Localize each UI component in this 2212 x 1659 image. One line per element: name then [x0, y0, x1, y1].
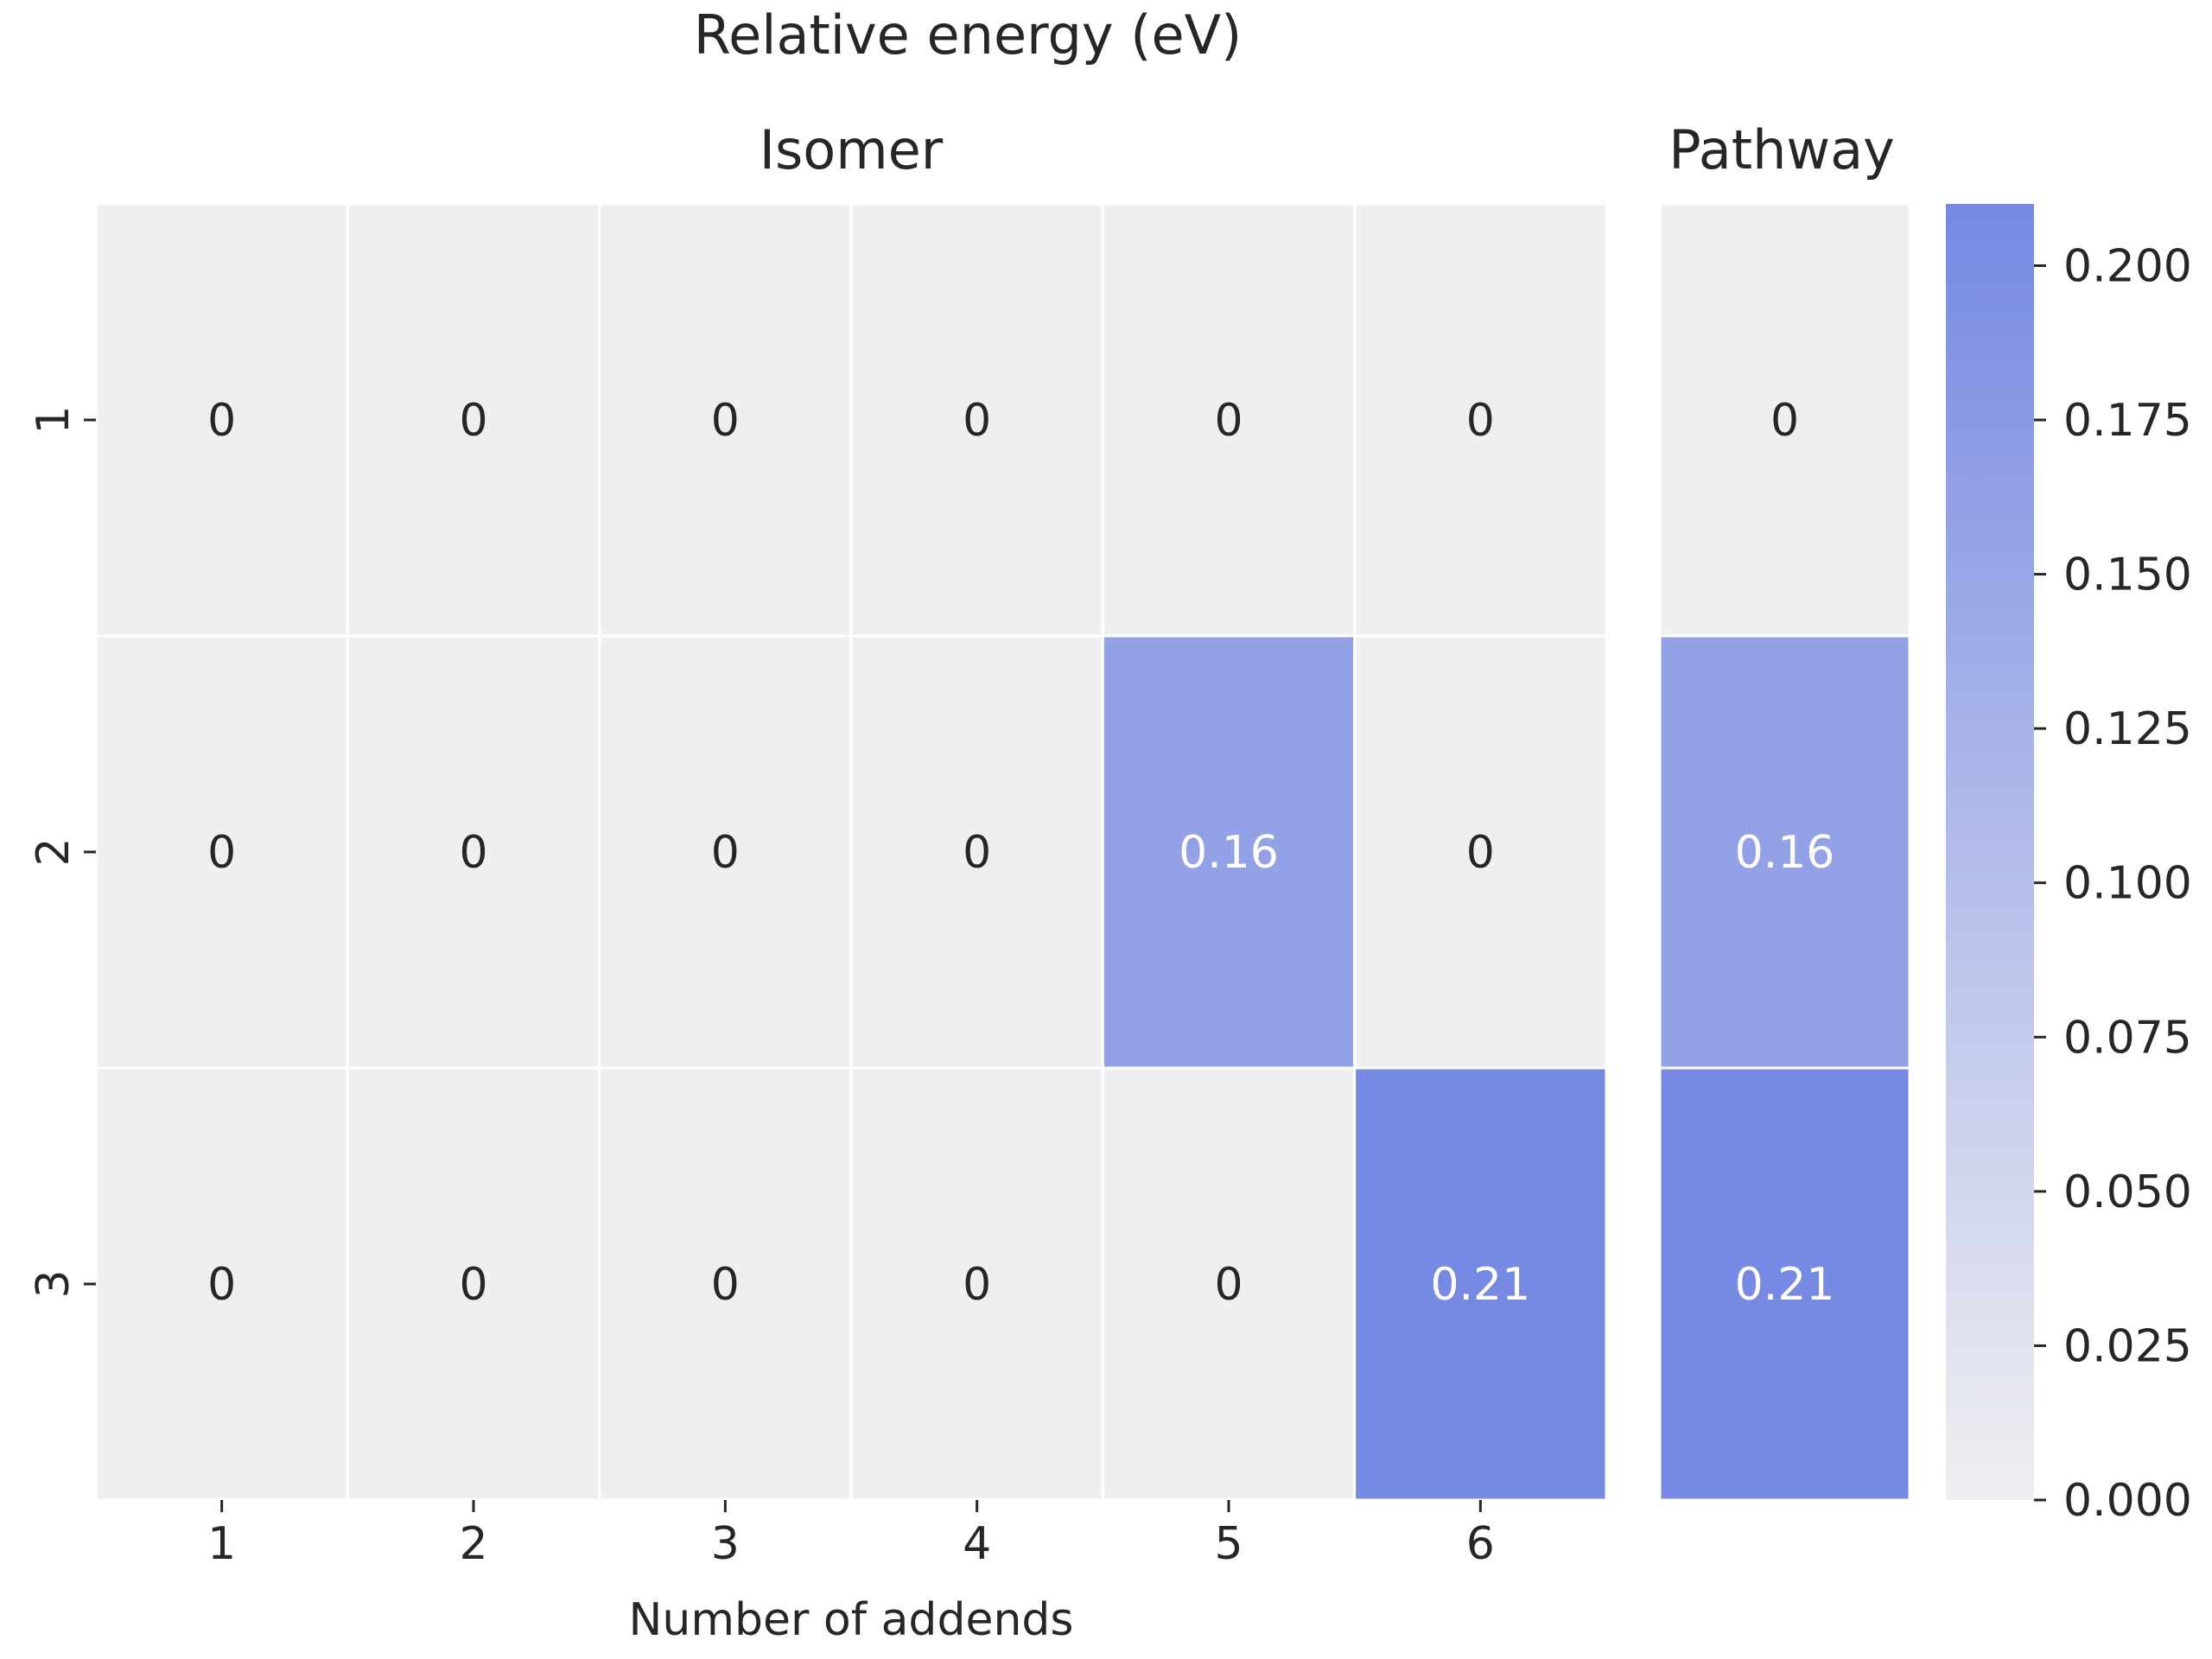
colorbar-tick-label: 0.125 [2063, 703, 2192, 755]
y-tick-label: 1 [28, 405, 79, 434]
isomer-cell-label: 0 [459, 395, 487, 447]
isomer-cell-r1-c4 [849, 202, 1104, 638]
axis-ticks: 1 2 3 4 5 6 1 2 3 [28, 405, 1495, 1570]
colorbar-gradient [1946, 204, 2034, 1500]
chart-title: Relative energy (eV) [694, 3, 1242, 67]
pathway-cell-label: 0 [1770, 395, 1799, 447]
isomer-cell-r1-c1 [94, 202, 349, 638]
x-tick-label: 2 [459, 1518, 487, 1570]
isomer-cell-r2-c6 [1353, 634, 1608, 1070]
isomer-cell-r1-c2 [346, 202, 601, 638]
isomer-cell-r2-c4 [849, 634, 1104, 1070]
colorbar-tick-label: 0.075 [2063, 1012, 2192, 1064]
pathway-cell-label: 0.16 [1735, 827, 1835, 879]
x-tick-label: 4 [963, 1518, 991, 1570]
isomer-cell-r1-c5 [1101, 202, 1357, 638]
isomer-cell-label: 0 [711, 1259, 740, 1311]
isomer-cell-label: 0.21 [1430, 1259, 1530, 1311]
colorbar-tick-label: 0.200 [2063, 240, 2192, 292]
x-tick-label: 5 [1214, 1518, 1243, 1570]
x-tick-label: 1 [207, 1518, 236, 1570]
isomer-cell-label: 0 [1466, 395, 1495, 447]
pathway-cell-r1-c1 [1658, 202, 1911, 638]
colorbar: 0.000 0.025 0.050 0.075 0.100 0.125 0.150 0.175… [1946, 204, 2192, 1527]
y-tick-label: 2 [28, 837, 79, 866]
colorbar-tick-label: 0.000 [2063, 1475, 2192, 1527]
isomer-heatmap: 0 0 0 0 0 0 0 0 0 0 0.16 0 0 0 0 0 0 0.21 [94, 202, 1608, 1502]
x-tick-label: 6 [1466, 1518, 1495, 1570]
colorbar-tick-label: 0.100 [2063, 858, 2192, 910]
isomer-cell-label: 0 [711, 827, 740, 879]
isomer-cell-r3-c6 [1353, 1066, 1608, 1502]
pathway-cell-r3-c1 [1658, 1066, 1911, 1502]
isomer-cell-label: 0 [1214, 395, 1243, 447]
isomer-cell-label: 0 [207, 1259, 236, 1311]
pathway-heatmap: 0 0.16 0.21 [1658, 202, 1911, 1502]
colorbar-tick-label: 0.025 [2063, 1320, 2192, 1372]
isomer-cell-label: 0 [207, 395, 236, 447]
colorbar-tick-label: 0.175 [2063, 395, 2192, 447]
isomer-cell-label: 0 [459, 827, 487, 879]
isomer-cell-r3-c2 [346, 1066, 601, 1502]
isomer-cell-r3-c4 [849, 1066, 1104, 1502]
isomer-cell-label: 0 [1214, 1259, 1243, 1311]
pathway-cell-label: 0.21 [1735, 1259, 1835, 1311]
colorbar-tick-label: 0.150 [2063, 550, 2192, 601]
isomer-cell-label: 0.16 [1179, 827, 1279, 879]
pathway-cell-r2-c1 [1658, 634, 1911, 1070]
isomer-cell-label: 0 [963, 395, 991, 447]
isomer-cell-r2-c2 [346, 634, 601, 1070]
isomer-cell-r3-c5 [1101, 1066, 1357, 1502]
isomer-panel-title: Isomer [760, 118, 944, 181]
isomer-cell-label: 0 [963, 1259, 991, 1311]
isomer-cell-r3-c1 [94, 1066, 349, 1502]
y-tick-label: 3 [28, 1269, 79, 1298]
isomer-cell-label: 0 [207, 827, 236, 879]
isomer-cell-label: 0 [711, 395, 740, 447]
x-tick-label: 3 [711, 1518, 740, 1570]
isomer-cell-r3-c3 [598, 1066, 853, 1502]
x-axis-label: Number of addends [629, 1594, 1074, 1646]
pathway-panel-title: Pathway [1669, 118, 1895, 181]
isomer-cell-label: 0 [1466, 827, 1495, 879]
colorbar-tick-label: 0.050 [2063, 1166, 2192, 1218]
isomer-cell-label: 0 [459, 1259, 487, 1311]
isomer-cell-label: 0 [963, 827, 991, 879]
isomer-cell-r1-c3 [598, 202, 853, 638]
isomer-cell-r1-c6 [1353, 202, 1608, 638]
